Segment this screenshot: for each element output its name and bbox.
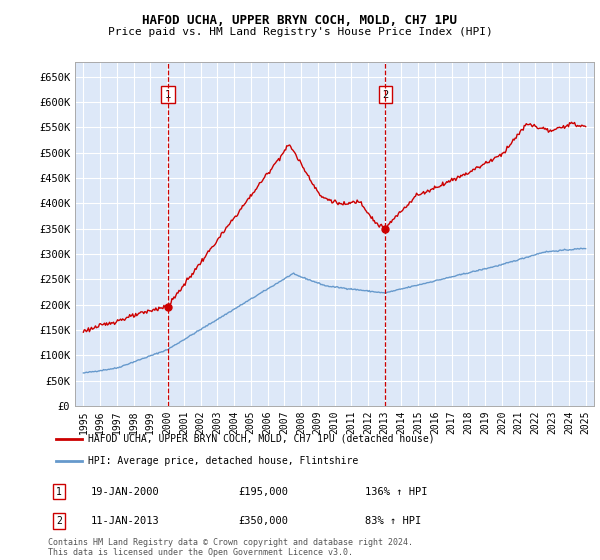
Text: Contains HM Land Registry data © Crown copyright and database right 2024.
This d: Contains HM Land Registry data © Crown c… [48,538,413,557]
Text: 136% ↑ HPI: 136% ↑ HPI [365,487,427,497]
Text: 1: 1 [165,90,171,100]
Text: 83% ↑ HPI: 83% ↑ HPI [365,516,421,526]
Text: Price paid vs. HM Land Registry's House Price Index (HPI): Price paid vs. HM Land Registry's House … [107,27,493,37]
Text: HPI: Average price, detached house, Flintshire: HPI: Average price, detached house, Flin… [88,456,358,466]
Text: 2: 2 [382,90,389,100]
Text: HAFOD UCHA, UPPER BRYN COCH, MOLD, CH7 1PU (detached house): HAFOD UCHA, UPPER BRYN COCH, MOLD, CH7 1… [88,434,434,444]
Text: 19-JAN-2000: 19-JAN-2000 [90,487,159,497]
Text: £350,000: £350,000 [238,516,288,526]
Text: 11-JAN-2013: 11-JAN-2013 [90,516,159,526]
Text: £195,000: £195,000 [238,487,288,497]
Text: HAFOD UCHA, UPPER BRYN COCH, MOLD, CH7 1PU: HAFOD UCHA, UPPER BRYN COCH, MOLD, CH7 1… [143,14,458,27]
Text: 2: 2 [56,516,62,526]
Text: 1: 1 [56,487,62,497]
